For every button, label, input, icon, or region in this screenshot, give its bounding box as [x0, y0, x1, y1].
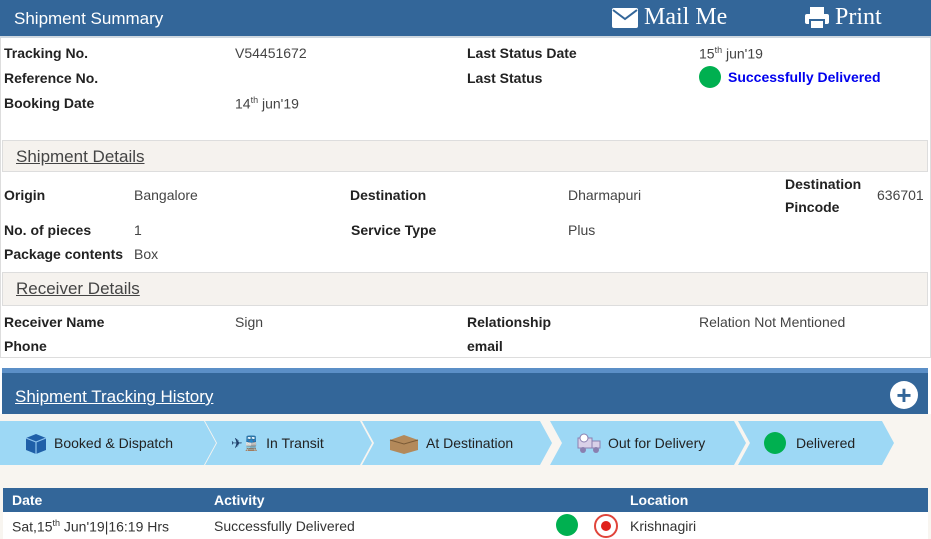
- row-activity: Successfully Delivered: [214, 518, 355, 534]
- last-status-rest: jun'19: [722, 45, 763, 62]
- step-at-destination: At Destination: [362, 421, 552, 465]
- receiver-name-label: Receiver Name: [4, 314, 105, 330]
- last-status-day: 15: [699, 45, 715, 62]
- last-status-date-label: Last Status Date: [467, 45, 577, 61]
- booking-value: 14th jun'19: [235, 95, 299, 112]
- last-status-sup: th: [714, 45, 723, 55]
- step-delivered: Delivered: [738, 421, 894, 465]
- delivery-truck-icon: [576, 432, 602, 454]
- contents-value: Box: [134, 246, 159, 262]
- service-type-label: Service Type: [351, 222, 437, 238]
- expand-plus-icon[interactable]: +: [890, 381, 918, 409]
- service-type-value: Plus: [568, 222, 596, 238]
- history-table-header: Date Activity Location: [3, 488, 928, 512]
- relationship-label: Relationship: [467, 314, 552, 330]
- box-icon: [24, 432, 48, 454]
- step-label: Booked & Dispatch: [54, 435, 174, 451]
- envelope-icon: [612, 7, 638, 28]
- destination-label: Destination: [350, 187, 427, 203]
- green-status-dot-icon: [556, 514, 578, 536]
- step-booked-dispatch: Booked & Dispatch: [0, 421, 216, 465]
- booking-sup: th: [250, 95, 259, 105]
- tracking-value: V54451672: [235, 45, 307, 61]
- column-location: Location: [630, 492, 689, 508]
- mail-me-button[interactable]: Mail Me: [612, 4, 727, 31]
- summary-header: Shipment Summary Mail Me Print: [0, 0, 931, 38]
- parcel-icon: [388, 432, 420, 454]
- receiver-details-title[interactable]: Receiver Details: [16, 279, 140, 298]
- column-activity: Activity: [214, 492, 265, 508]
- step-label: At Destination: [426, 435, 514, 451]
- last-status-text: Successfully Delivered: [728, 69, 881, 85]
- last-status-label: Last Status: [467, 70, 543, 86]
- pincode-label-2: Pincode: [785, 199, 840, 215]
- column-date: Date: [12, 492, 43, 508]
- booking-label: Booking Date: [4, 95, 95, 111]
- page-title: Shipment Summary: [14, 9, 164, 28]
- print-button[interactable]: Print: [805, 4, 882, 31]
- row-location: Krishnagiri: [630, 518, 697, 534]
- table-row: Sat,15th Jun'19|16:19 Hrs Successfully D…: [3, 512, 928, 539]
- green-status-dot-icon: [699, 66, 721, 88]
- booking-day: 14: [235, 95, 251, 112]
- relationship-value: Relation Not Mentioned: [699, 314, 846, 330]
- email-label: email: [467, 338, 503, 354]
- destination-value: Dharmapuri: [568, 187, 642, 203]
- receiver-name-value: Sign: [235, 314, 264, 330]
- pincode-label-1: Destination: [785, 176, 862, 192]
- tracking-history-title[interactable]: Shipment Tracking History: [15, 387, 214, 406]
- booking-rest: jun'19: [258, 95, 299, 112]
- tracking-history-header: Shipment Tracking History +: [2, 368, 928, 414]
- location-pin-icon: [594, 514, 618, 538]
- origin-value: Bangalore: [134, 187, 198, 203]
- last-status-date-value: 15th jun'19: [699, 45, 763, 62]
- step-label: Out for Delivery: [608, 435, 706, 451]
- contents-label: Package contents: [4, 246, 124, 262]
- shipment-details-title[interactable]: Shipment Details: [16, 147, 145, 166]
- row-date: Sat,15th Jun'19|16:19 Hrs: [12, 518, 169, 535]
- shipment-details-header: Shipment Details: [2, 140, 928, 172]
- phone-label: Phone: [4, 338, 47, 354]
- receiver-details-header: Receiver Details: [2, 272, 928, 306]
- transport-icon: ✈🚆: [231, 434, 261, 451]
- date-post: Jun'19|16:19 Hrs: [60, 518, 170, 535]
- reference-label: Reference No.: [4, 70, 99, 86]
- pieces-label: No. of pieces: [4, 222, 92, 238]
- step-label: Delivered: [796, 435, 856, 451]
- step-label: In Transit: [266, 435, 324, 451]
- green-dot-icon: [764, 432, 786, 454]
- last-status-value: Successfully Delivered: [699, 66, 881, 88]
- pincode-value: 636701: [877, 187, 924, 203]
- printer-icon: [805, 6, 829, 29]
- date-pre: Sat,15: [12, 518, 53, 535]
- tracking-label: Tracking No.: [4, 45, 89, 61]
- mail-me-label: Mail Me: [644, 4, 728, 30]
- step-in-transit: ✈🚆 In Transit: [205, 421, 372, 465]
- step-out-for-delivery: Out for Delivery: [550, 421, 746, 465]
- origin-label: Origin: [4, 187, 46, 203]
- date-sup: th: [52, 518, 60, 528]
- pieces-value: 1: [134, 222, 142, 238]
- print-label: Print: [835, 4, 882, 30]
